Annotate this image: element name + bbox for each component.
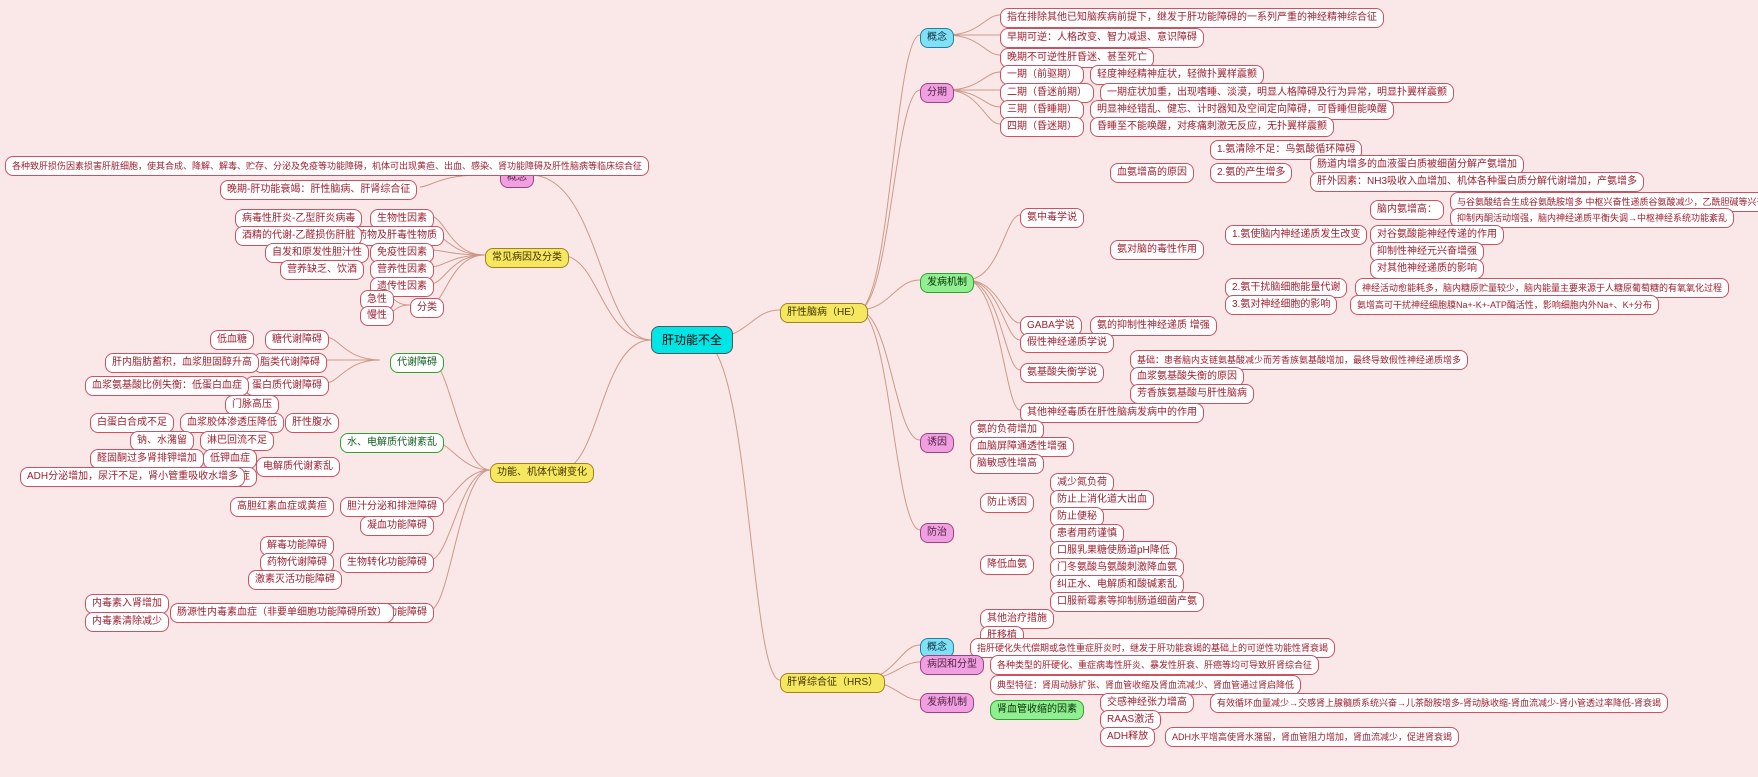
he[interactable]: 肝性脑病（HE） bbox=[780, 303, 868, 323]
metab-6a: 内毒素入肾增加 bbox=[85, 594, 169, 614]
he-m1a2: 2.氨的产生增多 bbox=[1210, 163, 1292, 183]
metab-2[interactable]: 水、电解质代谢紊乱 bbox=[340, 433, 444, 453]
metab-2a[interactable]: 肝性腹水 bbox=[285, 413, 339, 433]
metab-1av: 低血糖 bbox=[210, 330, 254, 350]
hrs-m2cv: ADH水平增高使肾水潴留，肾血管阻力增加，肾血流减少，促进肾衰竭 bbox=[1165, 727, 1459, 747]
he-m1b1[interactable]: 1.氨使脑内神经递质发生改变 bbox=[1225, 225, 1367, 245]
he-m4[interactable]: 氨基酸失衡学说 bbox=[1020, 363, 1104, 383]
he-m1b[interactable]: 氨对脑的毒性作用 bbox=[1110, 240, 1204, 260]
cause-nut-v: 营养缺乏、饮酒 bbox=[280, 260, 364, 280]
he-s1v: 轻度神经精神症状，轻微扑翼样震颤 bbox=[1090, 65, 1264, 85]
he-e2d: 口服新霉素等抑制肠道细菌产氨 bbox=[1050, 592, 1204, 612]
he-m1[interactable]: 氨中毒学说 bbox=[1020, 208, 1084, 228]
metab-1c: 蛋白质代谢障碍 bbox=[245, 376, 329, 396]
concept-1: 各种致肝损伤因素损害肝脏细胞，使其合成、降解、解毒、贮存、分泌及免疫等功能障碍，… bbox=[5, 156, 649, 176]
he-mech[interactable]: 发病机制 bbox=[920, 273, 974, 293]
he-treat[interactable]: 防治 bbox=[920, 523, 954, 543]
metab-1cv: 血浆氨基酸比例失衡：低蛋白血症 bbox=[85, 376, 249, 396]
metab-2a3v: 钠、水潴留 bbox=[130, 431, 194, 451]
he-concept-1: 指在排除其他已知脑疾病前提下，继发于肝功能障碍的一系列严重的神经精神综合征 bbox=[1000, 8, 1384, 28]
metab-2b1v: 醛固酮过多肾排钾增加 bbox=[90, 449, 204, 469]
hrs-mech[interactable]: 发病机制 bbox=[920, 693, 974, 713]
he-s1: 一期（前驱期） bbox=[1000, 65, 1084, 85]
metab-4: 凝血功能障碍 bbox=[360, 516, 434, 536]
metab-2a2v: 白蛋白合成不足 bbox=[90, 413, 174, 433]
cause-chronic: 慢性 bbox=[360, 306, 394, 326]
metab-1a: 糖代谢障碍 bbox=[265, 330, 329, 350]
he-t3: 脑敏感性增高 bbox=[970, 454, 1044, 474]
concept-2: 晚期-肝功能衰竭：肝性脑病、肝肾综合征 bbox=[220, 180, 417, 200]
causes[interactable]: 常见病因及分类 bbox=[485, 248, 569, 268]
hrs-m2c: ADH释放 bbox=[1100, 727, 1155, 747]
root-node[interactable]: 肝功能不全 bbox=[651, 326, 733, 354]
he-e1[interactable]: 防止诱因 bbox=[980, 493, 1034, 513]
metab-1b: 脂类代谢障碍 bbox=[253, 353, 327, 373]
metab-6b: 内毒素清除减少 bbox=[85, 612, 169, 632]
he-m1b1d: 对其他神经递质的影响 bbox=[1370, 259, 1484, 279]
metab-2b[interactable]: 电解质代谢紊乱 bbox=[256, 457, 340, 477]
he-concept-2: 早期可逆：人格改变、智力减退、意识障碍 bbox=[1000, 28, 1204, 48]
he-m1a[interactable]: 血氨增高的原因 bbox=[1110, 163, 1194, 183]
hrs-m2[interactable]: 肾血管收缩的因素 bbox=[990, 700, 1084, 720]
metab-2a3: 淋巴回流不足 bbox=[200, 431, 274, 451]
metab-3v: 高胆红素血症或黄疸 bbox=[230, 497, 334, 517]
metab-6v: 肠源性内毒素血症（非要单细胞功能障碍所致） bbox=[170, 603, 394, 623]
he-m1b1a: 脑内氨增高： bbox=[1370, 200, 1444, 220]
metab-3: 胆汁分泌和排泄障碍 bbox=[340, 497, 444, 517]
he-m1b3: 3.氨对神经细胞的影响 bbox=[1225, 295, 1337, 315]
metab-5[interactable]: 生物转化功能障碍 bbox=[340, 553, 434, 573]
hrs-cause[interactable]: 病因和分型 bbox=[920, 655, 984, 675]
he-stage[interactable]: 分期 bbox=[920, 83, 954, 103]
he-s4v: 昏睡至不能唤醒，对疼痛刺激无反应，无扑翼样震颤 bbox=[1090, 117, 1334, 137]
he-s4: 四期（昏迷期） bbox=[1000, 117, 1084, 137]
he-m1a2b: 肝外因素：NH3吸收入血增加、机体各种蛋白质分解代谢增加，产氨增多 bbox=[1310, 172, 1644, 192]
he-m5: 其他神经毒质在肝性脑病发病中的作用 bbox=[1020, 403, 1204, 423]
hrs-m1: 典型特征：肾周动脉扩张、肾血管收缩及肾血流减少、肾血管通过肾启降低 bbox=[990, 675, 1301, 695]
he-m4c: 芳香族氨基酸与肝性脑病 bbox=[1130, 384, 1254, 404]
hrs[interactable]: 肝肾综合征（HRS） bbox=[780, 673, 885, 693]
he-e2[interactable]: 降低血氨 bbox=[980, 555, 1034, 575]
metab-2b1: 低钾血症 bbox=[203, 449, 257, 469]
metab-1[interactable]: 代谢障碍 bbox=[390, 353, 444, 373]
metab-5c: 激素灭活功能障碍 bbox=[248, 570, 342, 590]
he-concept[interactable]: 概念 bbox=[920, 28, 954, 48]
hrs-m2av: 有效循环血量减少→交感肾上腺髓质系统兴奋→儿茶酚胺增多-肾动脉收缩-肾血流减少-… bbox=[1210, 693, 1668, 713]
cause-class: 分类 bbox=[410, 298, 444, 318]
metab-2a2: 血浆胶体渗透压降低 bbox=[180, 413, 284, 433]
metab-2b2v: ADH分泌增加，尿汗不足，肾小管重吸收水增多 bbox=[20, 467, 245, 487]
he-trigger[interactable]: 诱因 bbox=[920, 433, 954, 453]
metab-1bv: 肝内脂肪蓄积，血浆胆固醇升高 bbox=[105, 353, 259, 373]
hrs-cause-v: 各种类型的肝硬化、重症病毒性肝炎、暴发性肝衰、肝癌等均可导致肝肾综合征 bbox=[990, 655, 1319, 675]
metab[interactable]: 功能、机体代谢变化 bbox=[490, 463, 594, 483]
he-m1b3v: 氨增高可干扰神经细胞膜Na+-K+-ATP酶活性，影响细胞内外Na+、K+分布 bbox=[1350, 295, 1659, 315]
he-m3: 假性神经递质学说 bbox=[1020, 333, 1114, 353]
metab-2a1: 门脉高压 bbox=[225, 395, 279, 415]
